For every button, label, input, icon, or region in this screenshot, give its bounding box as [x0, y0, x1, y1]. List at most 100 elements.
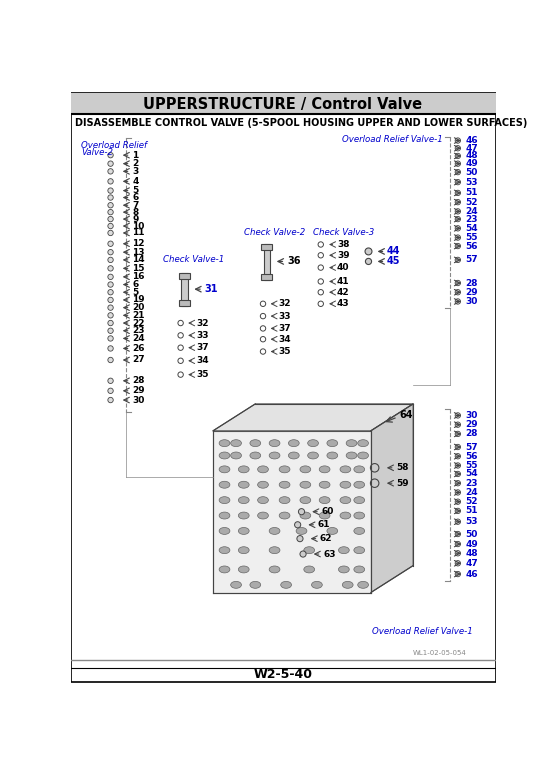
Ellipse shape: [219, 547, 230, 554]
Circle shape: [108, 328, 113, 334]
Ellipse shape: [269, 528, 280, 535]
Circle shape: [455, 235, 461, 240]
Text: 48: 48: [466, 548, 478, 558]
Bar: [264, 244, 270, 280]
Bar: [181, 273, 187, 306]
Text: 19: 19: [132, 295, 145, 304]
Text: 40: 40: [337, 263, 349, 272]
Ellipse shape: [300, 512, 311, 519]
Circle shape: [108, 195, 113, 200]
Text: 33: 33: [278, 311, 291, 321]
Text: 6: 6: [132, 193, 138, 202]
Ellipse shape: [258, 466, 268, 472]
Text: Valve-2: Valve-2: [81, 148, 113, 157]
Text: 57: 57: [466, 255, 478, 265]
Circle shape: [108, 230, 113, 235]
Text: 28: 28: [466, 430, 478, 439]
Text: 56: 56: [466, 242, 478, 251]
Text: 26: 26: [132, 344, 144, 353]
Text: 32: 32: [278, 299, 291, 308]
Ellipse shape: [327, 528, 338, 535]
Ellipse shape: [219, 512, 230, 519]
Text: 23: 23: [466, 215, 478, 224]
Ellipse shape: [340, 497, 351, 504]
Circle shape: [108, 216, 113, 222]
Ellipse shape: [269, 439, 280, 446]
Text: 30: 30: [466, 411, 478, 420]
Circle shape: [455, 209, 461, 214]
Ellipse shape: [219, 439, 230, 446]
Circle shape: [455, 146, 461, 151]
Text: 34: 34: [196, 356, 208, 365]
Text: 52: 52: [466, 497, 478, 506]
Circle shape: [455, 170, 461, 175]
Circle shape: [455, 463, 461, 468]
Ellipse shape: [340, 512, 351, 519]
Ellipse shape: [238, 497, 249, 504]
Ellipse shape: [319, 481, 330, 489]
Circle shape: [108, 223, 113, 229]
Text: 48: 48: [466, 151, 478, 160]
Circle shape: [455, 444, 461, 449]
Bar: [262, 274, 272, 280]
Ellipse shape: [304, 547, 315, 554]
Text: 53: 53: [466, 178, 478, 186]
Ellipse shape: [250, 452, 260, 459]
Ellipse shape: [354, 497, 364, 504]
Ellipse shape: [238, 481, 249, 489]
Ellipse shape: [319, 512, 330, 519]
Ellipse shape: [358, 439, 368, 446]
Circle shape: [108, 346, 113, 351]
Text: 16: 16: [132, 272, 144, 281]
Circle shape: [108, 161, 113, 166]
Text: 31: 31: [205, 284, 218, 295]
Circle shape: [371, 479, 379, 488]
Text: 30: 30: [132, 396, 144, 404]
Circle shape: [108, 298, 113, 303]
Text: 15: 15: [132, 264, 144, 273]
Circle shape: [455, 509, 461, 514]
Circle shape: [366, 258, 372, 265]
Text: 50: 50: [466, 168, 478, 176]
Bar: [179, 273, 190, 279]
Text: 57: 57: [466, 443, 478, 452]
Text: Overload Relief Valve-1: Overload Relief Valve-1: [342, 134, 442, 143]
Text: 47: 47: [466, 143, 478, 153]
Text: 32: 32: [196, 318, 208, 328]
Ellipse shape: [238, 547, 249, 554]
Circle shape: [455, 499, 461, 505]
Circle shape: [108, 336, 113, 341]
Circle shape: [455, 299, 461, 304]
Ellipse shape: [354, 566, 364, 573]
Ellipse shape: [250, 581, 260, 588]
Text: 28: 28: [466, 278, 478, 288]
Ellipse shape: [346, 439, 357, 446]
Circle shape: [455, 179, 461, 185]
Bar: [179, 300, 190, 306]
Ellipse shape: [250, 439, 260, 446]
Ellipse shape: [269, 452, 280, 459]
Circle shape: [455, 190, 461, 196]
Text: 8: 8: [132, 208, 138, 216]
Ellipse shape: [289, 452, 299, 459]
Circle shape: [455, 290, 461, 295]
Text: 27: 27: [132, 355, 145, 364]
Text: 42: 42: [337, 288, 349, 297]
Text: 55: 55: [466, 461, 478, 470]
Circle shape: [455, 422, 461, 427]
Ellipse shape: [231, 452, 242, 459]
Text: 9: 9: [132, 215, 138, 224]
Ellipse shape: [279, 466, 290, 472]
Circle shape: [455, 216, 461, 222]
Text: 43: 43: [337, 299, 349, 308]
Text: 29: 29: [466, 288, 478, 297]
Text: 28: 28: [132, 377, 144, 385]
Text: 60: 60: [321, 507, 334, 516]
Circle shape: [455, 453, 461, 459]
Circle shape: [455, 199, 461, 205]
Text: 24: 24: [466, 207, 478, 216]
Ellipse shape: [238, 528, 249, 535]
Circle shape: [108, 281, 113, 287]
Circle shape: [108, 249, 113, 255]
Text: 36: 36: [287, 256, 300, 266]
